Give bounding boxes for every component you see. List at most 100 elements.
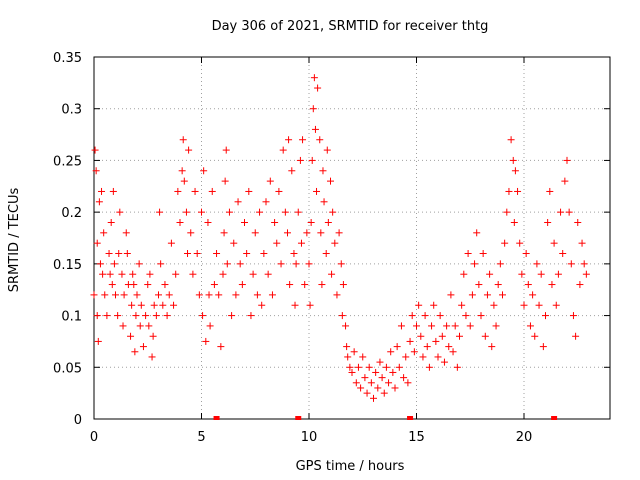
data-point (406, 337, 414, 345)
plot-frame (93, 56, 611, 420)
data-point (443, 322, 451, 330)
data-point (490, 301, 498, 309)
data-point (408, 312, 416, 320)
data-point (279, 146, 287, 154)
data-point (273, 239, 281, 247)
data-point (449, 348, 457, 356)
data-point (313, 187, 321, 195)
data-point (222, 146, 230, 154)
zero-value-marker (407, 416, 414, 420)
data-point (554, 270, 562, 278)
data-point (179, 136, 187, 144)
data-point (131, 348, 139, 356)
data-point (148, 353, 156, 361)
data-point (505, 187, 513, 195)
x-tick-label: 5 (197, 430, 205, 445)
y-tick-label: 0.05 (53, 361, 82, 376)
data-point (419, 353, 427, 361)
data-point (518, 270, 526, 278)
data-point (187, 229, 195, 237)
data-point (456, 332, 463, 340)
data-point (400, 374, 408, 382)
data-point (572, 332, 580, 340)
data-point (253, 291, 261, 299)
data-point (215, 291, 223, 299)
data-point (108, 281, 116, 289)
data-point (445, 343, 453, 351)
data-point (516, 239, 524, 247)
data-point (432, 337, 440, 345)
data-point (262, 198, 270, 206)
data-point (533, 260, 541, 268)
data-point (230, 239, 238, 247)
data-point (309, 105, 317, 113)
data-point (258, 301, 266, 309)
data-point (159, 301, 167, 309)
axis-ticks: 0 5 10 15 20 0 0.05 0.1 0.15 0.2 0.25 0.3 0.35 (53, 51, 610, 445)
data-point (343, 343, 351, 351)
data-point (184, 250, 192, 258)
data-point (264, 270, 272, 278)
data-point (389, 368, 397, 376)
data-point (238, 281, 246, 289)
y-tick-label: 0.2 (61, 206, 82, 221)
data-point (357, 384, 365, 392)
data-point (118, 270, 126, 278)
data-point (460, 270, 468, 278)
data-point (430, 301, 438, 309)
data-point (361, 374, 369, 382)
y-axis-label: SRMTID / TECUs (7, 188, 22, 293)
data-point (93, 239, 101, 247)
data-point (458, 301, 466, 309)
data-point (479, 250, 487, 258)
data-point (374, 384, 382, 392)
data-point (417, 332, 425, 340)
data-point (328, 270, 336, 278)
zero-value-marker (295, 416, 302, 420)
x-tick-label: 0 (90, 430, 98, 445)
data-point (136, 322, 144, 330)
data-point (105, 250, 113, 258)
data-point (275, 187, 283, 195)
data-point (576, 281, 584, 289)
data-point (544, 218, 552, 226)
data-point (339, 281, 347, 289)
data-point (423, 343, 431, 351)
data-point (109, 187, 117, 195)
data-point (542, 312, 549, 320)
data-point (174, 187, 182, 195)
data-point (464, 250, 472, 258)
data-point (372, 368, 380, 376)
data-point (137, 301, 145, 309)
data-point (213, 250, 221, 258)
data-point (329, 208, 337, 216)
data-point (163, 312, 171, 320)
data-point (346, 363, 354, 371)
data-point (320, 198, 328, 206)
data-point (468, 291, 476, 299)
data-point (522, 250, 530, 258)
y-tick-label: 0.35 (53, 51, 82, 66)
data-point (94, 337, 102, 345)
data-point (413, 322, 420, 330)
grid-lines (94, 57, 610, 419)
data-point (385, 379, 393, 387)
data-point (110, 260, 118, 268)
data-point (415, 301, 423, 309)
data-point (475, 281, 483, 289)
data-point (91, 146, 99, 154)
data-point (116, 208, 124, 216)
data-point (317, 229, 325, 237)
data-point (232, 291, 240, 299)
data-point (338, 312, 346, 320)
data-point (165, 291, 173, 299)
data-point (202, 337, 210, 345)
data-point (318, 281, 326, 289)
data-point (370, 394, 377, 402)
data-point (288, 167, 296, 175)
data-point (473, 229, 481, 237)
data-point (112, 291, 119, 299)
data-point (100, 229, 108, 237)
data-point (327, 177, 334, 185)
